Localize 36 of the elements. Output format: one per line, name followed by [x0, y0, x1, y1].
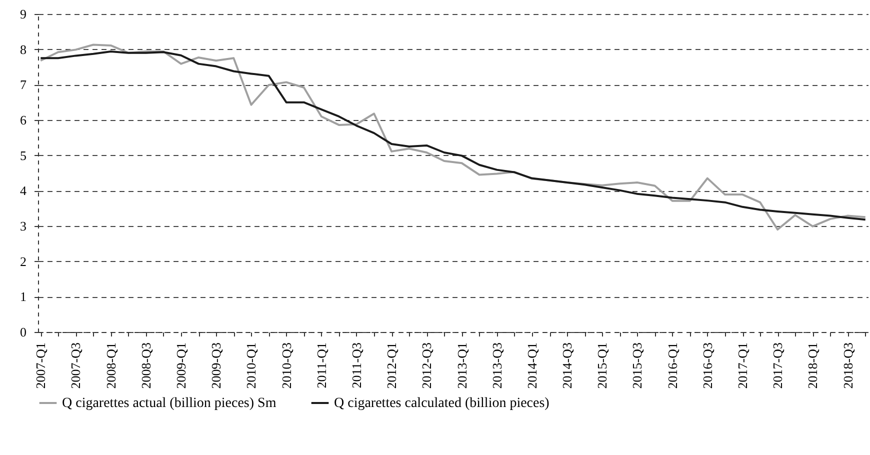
x-tick-label: 2011-Q1 — [314, 342, 329, 388]
y-tick-label: 5 — [20, 148, 26, 163]
x-tick-label: 2014-Q3 — [560, 342, 575, 389]
x-tick-label: 2018-Q1 — [805, 342, 820, 389]
y-tick-label: 0 — [20, 324, 26, 340]
y-tick-label: 9 — [20, 6, 26, 22]
x-tick-label: 2016-Q3 — [700, 342, 715, 389]
x-tick-label: 2014-Q1 — [524, 342, 540, 389]
y-tick-label: 6 — [20, 112, 27, 128]
legend-label: Q cigarettes calculated (billion pieces) — [334, 396, 550, 411]
x-tick-label: 2015-Q1 — [594, 342, 610, 389]
x-tick-label: 2016-Q1 — [664, 342, 680, 389]
x-tick-label: 2009-Q1 — [174, 342, 189, 389]
y-tick-label: 2 — [20, 254, 26, 269]
x-tick-label: 2017-Q1 — [735, 342, 750, 389]
y-tick-label: 1 — [20, 289, 26, 304]
x-tick-label: 2012-Q3 — [419, 342, 434, 389]
y-tick-label: 8 — [20, 42, 26, 57]
x-tick-label: 2013-Q1 — [454, 342, 470, 389]
x-tick-label: 2009-Q3 — [208, 342, 224, 389]
y-tick-label: 7 — [20, 77, 27, 92]
x-tick-label: 2010-Q3 — [278, 342, 294, 389]
x-tick-label: 2013-Q3 — [489, 342, 504, 389]
x-tick-label: 2015-Q3 — [630, 342, 645, 389]
y-tick-label: 3 — [20, 218, 26, 234]
x-tick-label: 2007-Q3 — [68, 342, 84, 389]
y-tick-label: 4 — [20, 183, 27, 198]
legend-label: Q cigarettes actual (billion pieces) Sm — [62, 396, 276, 411]
x-tick-label: 2007-Q1 — [33, 342, 48, 389]
x-tick-label: 2018-Q3 — [840, 342, 856, 389]
x-tick-label: 2012-Q1 — [384, 342, 400, 389]
x-tick-label: 2010-Q1 — [244, 342, 259, 389]
x-tick-label: 2017-Q3 — [770, 342, 786, 389]
x-tick-label: 2011-Q3 — [348, 342, 364, 388]
x-tick-label: 2008-Q1 — [103, 342, 118, 389]
x-tick-label: 2008-Q3 — [138, 342, 154, 389]
